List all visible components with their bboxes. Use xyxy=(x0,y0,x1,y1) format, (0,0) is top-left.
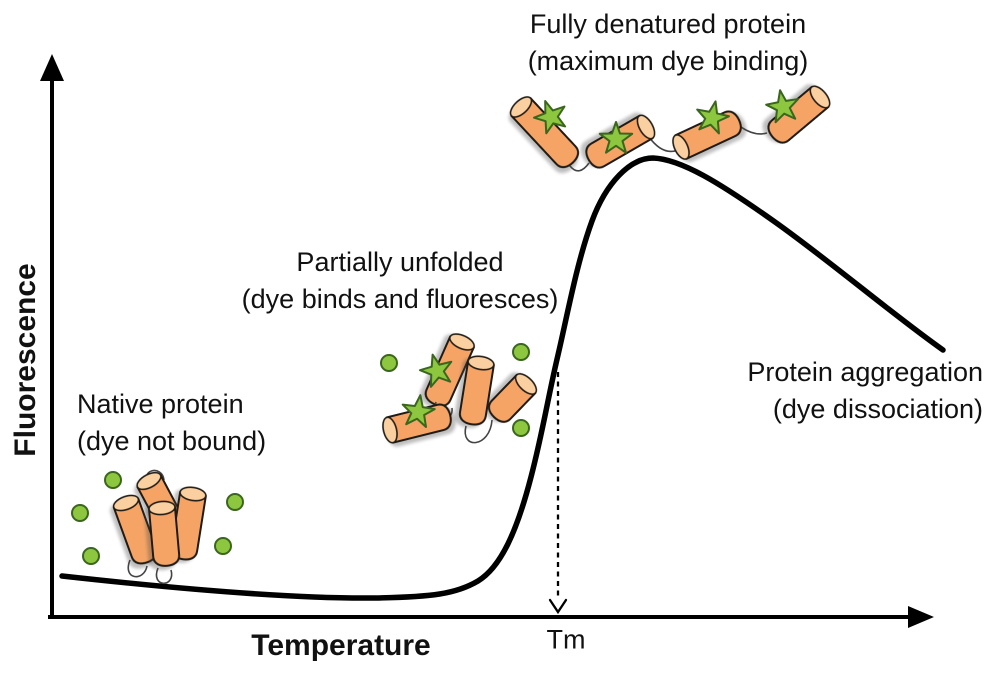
chain-linker-line xyxy=(464,419,493,444)
y-axis-label: Fluorescence xyxy=(9,263,42,457)
free-dye-dot-icon xyxy=(71,504,89,522)
y-axis xyxy=(40,54,64,619)
protein-helix-cylinder xyxy=(487,373,538,423)
native-protein-illustration xyxy=(71,469,244,584)
free-dye-dot-icon xyxy=(512,343,530,361)
annotation-line: (dye not bound) xyxy=(77,426,267,456)
free-dye-dot-icon xyxy=(214,537,232,555)
free-dye-dot-icon xyxy=(226,493,244,511)
protein-helix-cylinder xyxy=(170,486,207,561)
x-axis-label: Temperature xyxy=(251,629,431,662)
protein-helix-cylinder xyxy=(382,403,452,444)
protein-helix-cylinder xyxy=(672,110,742,160)
protein-helix-cylinder xyxy=(148,500,181,567)
x-axis xyxy=(48,606,934,628)
tm-arrow-icon xyxy=(548,598,568,615)
partially-unfolded-protein-illustration xyxy=(380,333,538,444)
annotation-partially-unfolded: Partially unfolded (dye binds and fluore… xyxy=(242,244,559,318)
protein-helix-cylinder xyxy=(509,96,580,169)
annotation-native-protein: Native protein (dye not bound) xyxy=(77,386,266,460)
protein-helix-cylinder xyxy=(112,494,158,565)
free-dye-dot-icon xyxy=(104,471,122,489)
y-axis-arrow-icon xyxy=(40,54,64,81)
chain-linker-line xyxy=(127,559,148,578)
annotation-protein-aggregation: Protein aggregation (dye dissociation) xyxy=(747,354,983,428)
free-dye-dot-icon xyxy=(380,354,398,372)
annotation-line: Partially unfolded xyxy=(296,247,504,277)
free-dye-dot-icon xyxy=(512,419,530,437)
protein-helix-cylinder xyxy=(458,355,495,426)
annotation-line: Fully denatured protein xyxy=(529,9,807,39)
chain-linker-line xyxy=(155,567,173,584)
annotation-line: (dye binds and fluoresces) xyxy=(241,284,559,314)
denatured-protein-chain-illustration xyxy=(509,85,831,172)
annotation-line: (maximum dye binding) xyxy=(527,46,809,76)
annotation-fully-denatured: Fully denatured protein (maximum dye bin… xyxy=(528,6,809,80)
annotation-line: Protein aggregation xyxy=(747,357,983,387)
free-dye-dot-icon xyxy=(82,547,100,565)
tm-tick-label: Tm xyxy=(546,624,586,655)
x-axis-arrow-icon xyxy=(908,606,934,628)
fluorescence-curve xyxy=(59,155,946,601)
annotation-line: Native protein xyxy=(77,389,244,419)
tm-marker xyxy=(548,372,568,615)
annotation-line: (dye dissociation) xyxy=(772,394,983,424)
protein-helix-cylinder xyxy=(767,85,831,144)
chain-linker-line xyxy=(569,162,590,172)
